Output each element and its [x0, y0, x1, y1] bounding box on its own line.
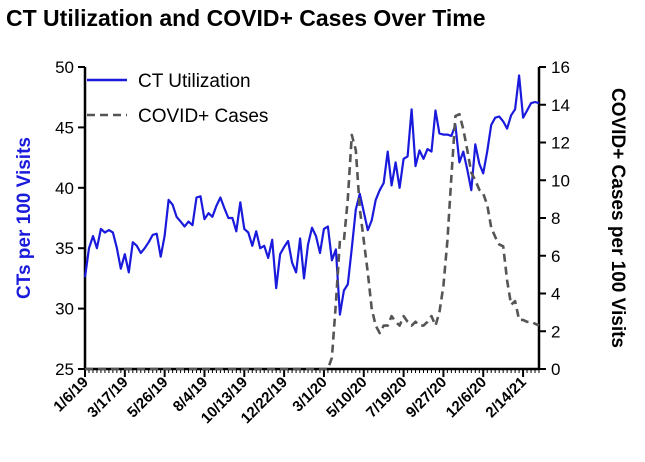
- right-tick-label: 2: [551, 322, 560, 341]
- left-axis-label: CTs per 100 Visits: [14, 137, 35, 299]
- chart-title: CT Utilization and COVID+ Cases Over Tim…: [6, 5, 486, 31]
- right-tick-label: 16: [551, 58, 570, 77]
- right-tick-label: 10: [551, 171, 570, 190]
- legend: CT Utilization COVID+ Cases: [87, 71, 268, 127]
- legend-label-covid: COVID+ Cases: [138, 106, 268, 127]
- x-axis-ticks: 1/6/193/17/195/26/198/4/1910/13/1912/22/…: [50, 369, 540, 427]
- x-tick-label: 3/17/19: [84, 374, 131, 421]
- series-line-ct-utilization: [83, 74, 540, 316]
- x-tick-label: 5/10/20: [323, 374, 370, 421]
- left-axis-ticks: 25 30 35 40 45 50: [55, 58, 85, 379]
- left-tick-label: 40: [55, 179, 74, 198]
- x-tick-label: 2/14/21: [482, 374, 529, 421]
- left-tick-label: 45: [55, 118, 74, 137]
- right-axis-ticks: 0 2 4 6 8 10 12 14 16: [539, 58, 570, 379]
- series-line-covid-cases: [85, 112, 540, 371]
- right-tick-label: 4: [551, 285, 560, 304]
- x-tick-label: 9/27/20: [403, 374, 450, 421]
- legend-label-ct: CT Utilization: [138, 71, 251, 92]
- left-tick-label: 50: [55, 58, 74, 77]
- left-tick-label: 35: [55, 239, 74, 258]
- right-tick-label: 12: [551, 134, 570, 153]
- x-tick-label: 12/6/20: [443, 374, 490, 421]
- x-tick-label: 5/26/19: [124, 374, 171, 421]
- left-tick-label: 30: [55, 300, 74, 319]
- x-tick-label: 7/19/20: [363, 374, 410, 421]
- right-tick-label: 0: [551, 360, 560, 379]
- left-tick-label: 25: [55, 360, 74, 379]
- right-tick-label: 14: [551, 96, 570, 115]
- series-group: [83, 74, 540, 371]
- right-tick-label: 8: [551, 209, 560, 228]
- right-axis-label: COVID+ Cases per 100 Visits: [607, 88, 628, 348]
- right-tick-label: 6: [551, 247, 560, 266]
